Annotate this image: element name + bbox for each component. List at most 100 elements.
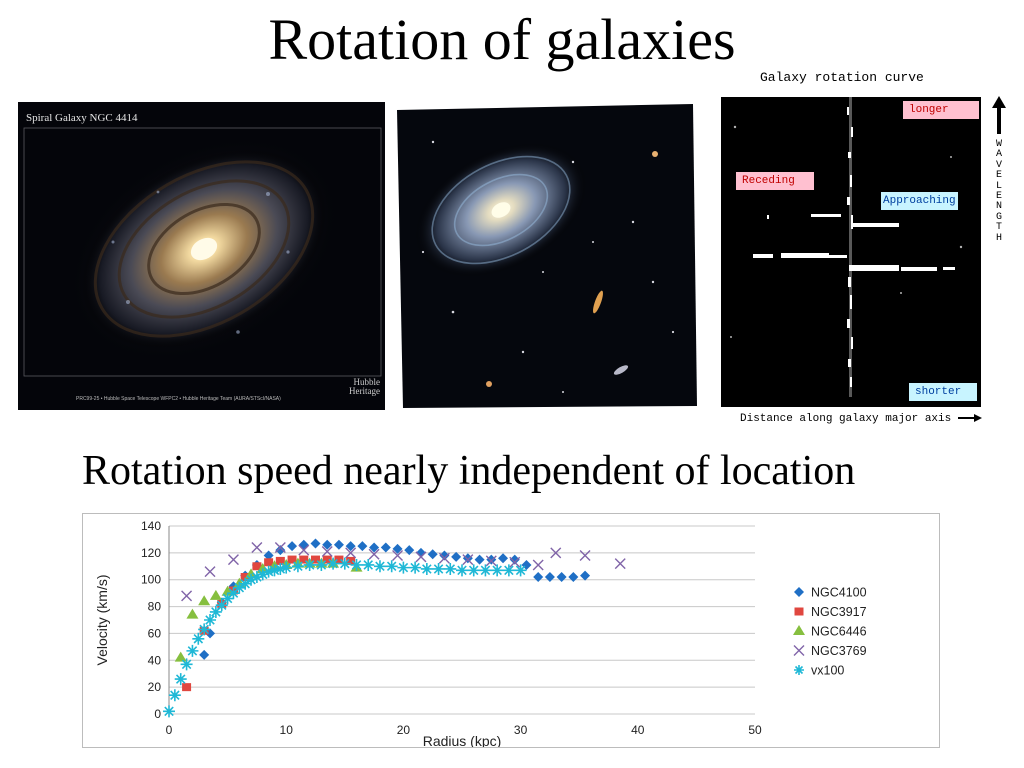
- wavelength-letter: A: [995, 149, 1002, 161]
- data-point-ngc4100: [568, 572, 579, 583]
- data-point-ngc6446: [186, 608, 199, 619]
- wavelength-letter: E: [995, 191, 1002, 203]
- data-point-vx100: [327, 557, 340, 570]
- data-point-ngc4100: [556, 572, 567, 583]
- major-axis-label: Distance along galaxy major axis: [740, 413, 982, 425]
- data-point-ngc3769: [462, 554, 474, 566]
- data-point-ngc3769: [321, 546, 333, 558]
- shorter-label: shorter: [909, 383, 977, 401]
- wavelength-letter: E: [995, 170, 1002, 182]
- rotation-speed-chart: 0 20 40 60 80 100 120 140 0 10 20 30 40 50 Radius (kpc…: [82, 513, 940, 748]
- legend-marker-ngc6446: [793, 625, 805, 635]
- photo-title: Spiral Galaxy NGC 4414: [26, 112, 138, 124]
- data-point-ngc4100: [521, 559, 532, 570]
- y-tick-label: 40: [148, 653, 162, 667]
- rotation-curve-title: Galaxy rotation curve: [760, 70, 924, 85]
- data-point-vx100: [456, 564, 468, 577]
- data-point-ngc4100: [369, 542, 380, 553]
- data-point-ngc3917: [182, 683, 192, 692]
- data-point-ngc3769: [345, 547, 357, 559]
- wavelength-letter: V: [995, 159, 1002, 171]
- y-tick-label: 60: [148, 626, 162, 640]
- data-point-vx100: [444, 562, 457, 575]
- major-axis-label-text: Distance along galaxy major axis: [740, 413, 952, 425]
- legend-label-ngc3769: NGC3769: [811, 644, 867, 658]
- chart-svg: 0 20 40 60 80 100 120 140 0 10 20 30 40 50 Radius (kpc…: [94, 519, 867, 747]
- x-tick-label: 0: [166, 723, 173, 737]
- data-point-ngc6446: [198, 595, 211, 606]
- data-point-ngc4100: [199, 649, 210, 660]
- data-point-vx100: [192, 632, 205, 645]
- data-point-ngc3917: [311, 555, 320, 564]
- data-point-vx100: [233, 581, 246, 594]
- wavelength-letter: T: [995, 222, 1002, 234]
- data-point-vx100: [262, 565, 275, 578]
- slide-title: Rotation of galaxies: [268, 7, 736, 72]
- wavelength-arrow-icon: [992, 96, 1006, 134]
- data-point-ngc3769: [251, 541, 263, 553]
- legend-label-vx100: vx100: [811, 664, 844, 678]
- x-tick-label: 40: [631, 723, 645, 737]
- data-point-ngc6446: [174, 651, 187, 662]
- data-point-ngc4100: [380, 542, 391, 553]
- legend-marker-vx100: [794, 665, 804, 675]
- data-point-ngc4100: [298, 539, 309, 550]
- data-point-ngc4100: [462, 553, 473, 564]
- galaxy-photo-ngc4414: Spiral Galaxy NGC 4414 PRC99-25 • Hubble…: [18, 102, 385, 410]
- data-point-ngc4100: [310, 538, 321, 549]
- data-point-vx100: [420, 562, 433, 575]
- data-point-vx100: [250, 571, 263, 584]
- data-point-vx100: [209, 605, 222, 618]
- data-point-vx100: [215, 599, 228, 612]
- wavelength-letter: W: [995, 139, 1002, 150]
- data-point-ngc4100: [392, 543, 403, 554]
- data-point-ngc4100: [498, 553, 509, 564]
- legend-label-ngc6446: NGC6446: [811, 625, 867, 639]
- legend-label-ngc4100: NGC4100: [811, 586, 867, 600]
- wavelength-letter: L: [995, 180, 1002, 192]
- data-point-vx100: [168, 689, 181, 702]
- data-point-ngc3917: [275, 556, 285, 565]
- data-point-ngc3917: [346, 556, 356, 565]
- data-point-ngc3769: [274, 541, 286, 553]
- data-point-ngc3917: [240, 573, 250, 582]
- slide-subtitle: Rotation speed nearly independent of loc…: [82, 448, 856, 494]
- receding-label: Receding: [736, 172, 814, 190]
- data-point-ngc3769: [298, 544, 310, 556]
- data-point-ngc4100: [287, 541, 298, 552]
- data-point-ngc3769: [204, 566, 216, 578]
- data-point-ngc6446: [209, 589, 222, 600]
- spectrum-panel: longer Receding Approaching shorter: [721, 97, 981, 407]
- data-point-vx100: [338, 557, 351, 570]
- x-tick-label: 10: [280, 723, 294, 737]
- data-point-vx100: [180, 658, 193, 671]
- legend-marker-ngc3917: [794, 607, 804, 616]
- y-axis-label: Velocity (km/s): [94, 574, 110, 665]
- data-point-ngc4100: [486, 554, 497, 565]
- data-point-ngc4100: [263, 550, 274, 561]
- data-point-vx100: [256, 568, 269, 581]
- data-point-vx100: [385, 560, 398, 573]
- data-point-ngc3769: [550, 547, 562, 559]
- data-point-ngc3769: [614, 558, 626, 570]
- data-point-vx100: [245, 573, 258, 586]
- data-point-ngc3769: [368, 548, 380, 560]
- data-point-vx100: [491, 564, 504, 577]
- y-tick-label: 0: [154, 707, 161, 721]
- data-point-vx100: [350, 558, 363, 571]
- y-tick-label: 120: [141, 546, 161, 560]
- data-point-ngc3769: [579, 550, 591, 562]
- wavelength-letter: G: [995, 211, 1002, 223]
- approaching-label: Approaching: [881, 192, 958, 210]
- data-point-vx100: [373, 560, 386, 573]
- data-point-vx100: [204, 614, 217, 626]
- legend-label-ngc3917: NGC3917: [811, 605, 867, 619]
- wavelength-letter: H: [995, 232, 1002, 244]
- x-axis-label: Radius (kpc): [423, 733, 502, 747]
- data-point-vx100: [303, 558, 316, 571]
- data-point-vx100: [432, 562, 445, 575]
- legend-marker-ngc4100: [794, 587, 804, 597]
- data-point-ngc4100: [333, 539, 344, 550]
- data-point-vx100: [174, 673, 187, 686]
- data-point-vx100: [227, 587, 240, 600]
